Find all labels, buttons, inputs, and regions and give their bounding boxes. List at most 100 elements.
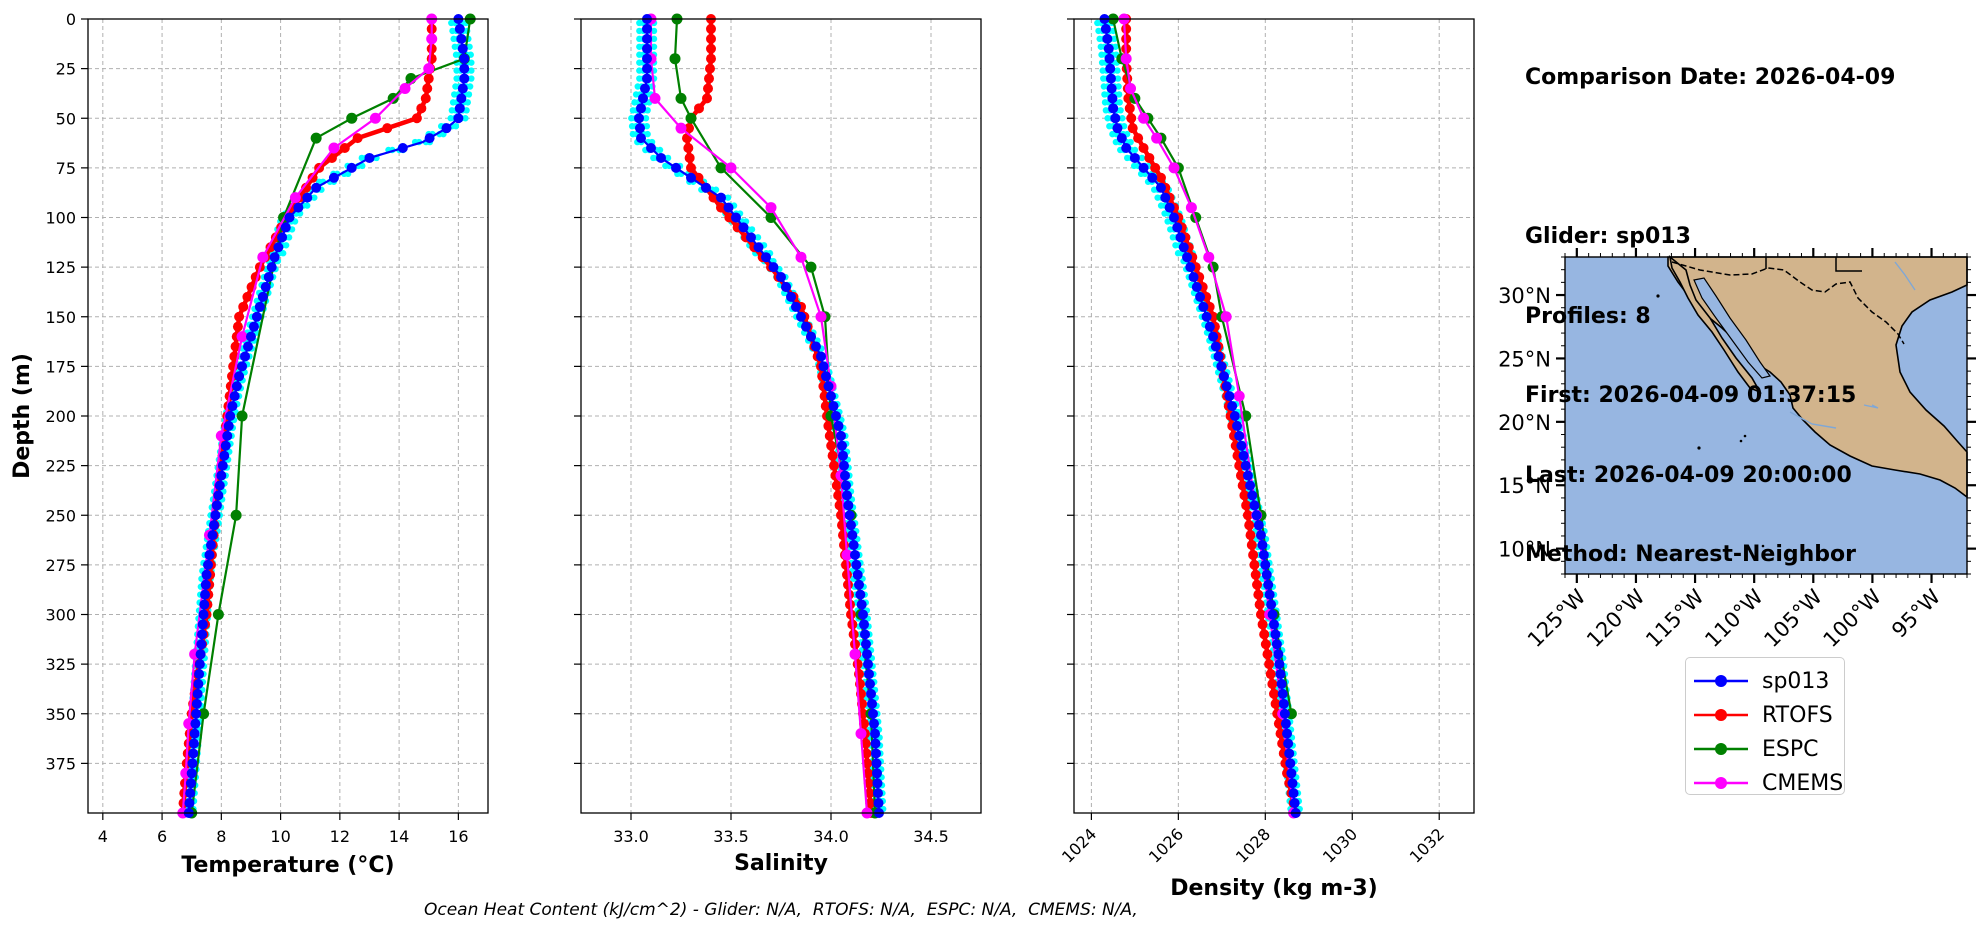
salinity-point-rtofs <box>823 420 834 431</box>
temperature-point-cmems <box>328 142 340 154</box>
temperature-point-sp013 <box>457 43 468 54</box>
temperature-point-sp013 <box>456 93 467 104</box>
salinity-point-sp013 <box>642 53 652 64</box>
temperature-point-cmems <box>423 63 435 75</box>
salinity-point-sp013 <box>786 291 796 302</box>
salinity-point-sp013 <box>860 629 870 640</box>
density-point-sp013 <box>1175 232 1186 243</box>
temperature-xtick-label: 6 <box>157 827 167 846</box>
temperature-point-sp013 <box>213 490 224 501</box>
temperature-point-sp013 <box>311 182 322 193</box>
profile-count: Profiles: 8 <box>1525 303 1651 329</box>
temperature-point-sp013 <box>243 341 253 352</box>
temperature-xlabel: Temperature (°C) <box>181 853 394 878</box>
legend-swatch-espc <box>1694 743 1748 755</box>
salinity-point-sp013 <box>861 639 871 650</box>
salinity-point-sp013 <box>872 778 883 789</box>
depth-tick-label: 250 <box>45 506 76 525</box>
temperature-point-sp013 <box>197 629 208 640</box>
salinity-point-rtofs <box>827 450 838 461</box>
temperature-ticks: 0 25 50 75 100 125 150 175 200 225 250 275 300 325 350… <box>45 10 468 846</box>
map-frame <box>1564 256 1968 575</box>
salinity-point-sp013 <box>836 430 846 441</box>
salinity-point-sp013 <box>701 182 711 193</box>
salinity-point-sp013 <box>636 133 646 144</box>
salinity-point-cmems <box>855 728 867 740</box>
density-point-sp013 <box>1204 321 1215 332</box>
density-point-sp013 <box>1242 470 1253 481</box>
temperature-point-espc <box>310 132 322 144</box>
salinity-point-sp013 <box>635 123 645 134</box>
density-point-sp013 <box>1260 559 1271 570</box>
density-point-rtofs <box>1248 549 1259 560</box>
salinity-point-rtofs <box>706 23 716 34</box>
salinity-ticks: 33.0 33.5 34.0 34.5 <box>574 18 949 846</box>
temperature-point-sp013 <box>191 698 202 709</box>
temperature-profile-point <box>468 59 475 66</box>
density-point-sp013 <box>1116 133 1127 144</box>
salinity-profile-point <box>643 122 651 130</box>
salinity-point-sp013 <box>806 331 816 342</box>
temperature-point-sp013 <box>219 450 230 461</box>
temperature-series <box>177 13 476 819</box>
salinity-series <box>634 13 884 819</box>
density-point-sp013 <box>1219 371 1229 382</box>
salinity-point-sp013 <box>671 162 681 173</box>
depth-ylabel: Depth (m) <box>10 353 35 479</box>
density-point-sp013 <box>1138 162 1149 173</box>
density-point-rtofs <box>1245 530 1256 541</box>
density-point-sp013 <box>1279 708 1290 719</box>
salinity-line-cmems <box>649 19 869 814</box>
density-point-sp013 <box>1213 351 1224 362</box>
temperature-xtick-label: 8 <box>216 827 226 846</box>
salinity-profile-point <box>754 234 762 241</box>
density-xtick-label: 1030 <box>1319 824 1361 866</box>
salinity-point-rtofs <box>824 430 835 441</box>
temperature-point-rtofs <box>411 113 422 124</box>
temperature-profile-point <box>359 162 366 170</box>
salinity-point-sp013 <box>801 321 811 332</box>
density-point-sp013 <box>1285 758 1296 769</box>
density-xtick-label: 1024 <box>1058 824 1100 866</box>
legend-item-espc: ESPC <box>1686 732 1844 766</box>
salinity-point-sp013 <box>634 113 644 124</box>
salinity-point-sp013 <box>753 242 764 253</box>
salinity-profile-point <box>656 146 664 154</box>
salinity-point-sp013 <box>636 103 646 114</box>
salinity-frame <box>580 18 982 814</box>
density-point-sp013 <box>1191 281 1202 292</box>
density-profile-point <box>1120 122 1128 130</box>
temperature-point-sp013 <box>328 172 339 183</box>
density-point-sp013 <box>1227 401 1238 412</box>
temperature-point-sp013 <box>194 669 205 680</box>
legend-label-sp013: sp013 <box>1762 668 1830 694</box>
density-point-sp013 <box>1221 381 1232 392</box>
temperature-point-rtofs <box>416 103 427 114</box>
density-point-sp013 <box>1288 788 1299 799</box>
density-point-sp013 <box>1201 311 1212 322</box>
salinity-point-rtofs <box>842 569 852 580</box>
temperature-point-sp013 <box>214 480 225 491</box>
density-point-sp013 <box>1267 609 1278 620</box>
temperature-point-sp013 <box>207 530 218 541</box>
salinity-point-sp013 <box>839 460 849 471</box>
salinity-xtick-label: 33.0 <box>613 827 649 846</box>
salinity-point-sp013 <box>855 589 866 600</box>
density-point-rtofs <box>1124 103 1135 114</box>
salinity-point-sp013 <box>821 371 831 382</box>
density-profile-point <box>1116 99 1123 106</box>
salinity-point-rtofs <box>843 579 853 590</box>
salinity-profile-point <box>712 186 720 193</box>
legend-swatch-sp013 <box>1694 675 1748 687</box>
salinity-point-sp013 <box>833 420 844 431</box>
salinity-point-espc <box>675 92 687 104</box>
salinity-point-sp013 <box>761 252 771 263</box>
density-point-sp013 <box>1286 768 1297 779</box>
density-point-sp013 <box>1104 53 1115 64</box>
temperature-point-sp013 <box>346 162 357 173</box>
salinity-point-rtofs <box>833 490 844 501</box>
density-point-rtofs <box>1127 123 1138 134</box>
salinity-point-rtofs <box>829 460 839 471</box>
density-point-sp013 <box>1208 331 1219 342</box>
legend-item-sp013: sp013 <box>1686 664 1844 698</box>
